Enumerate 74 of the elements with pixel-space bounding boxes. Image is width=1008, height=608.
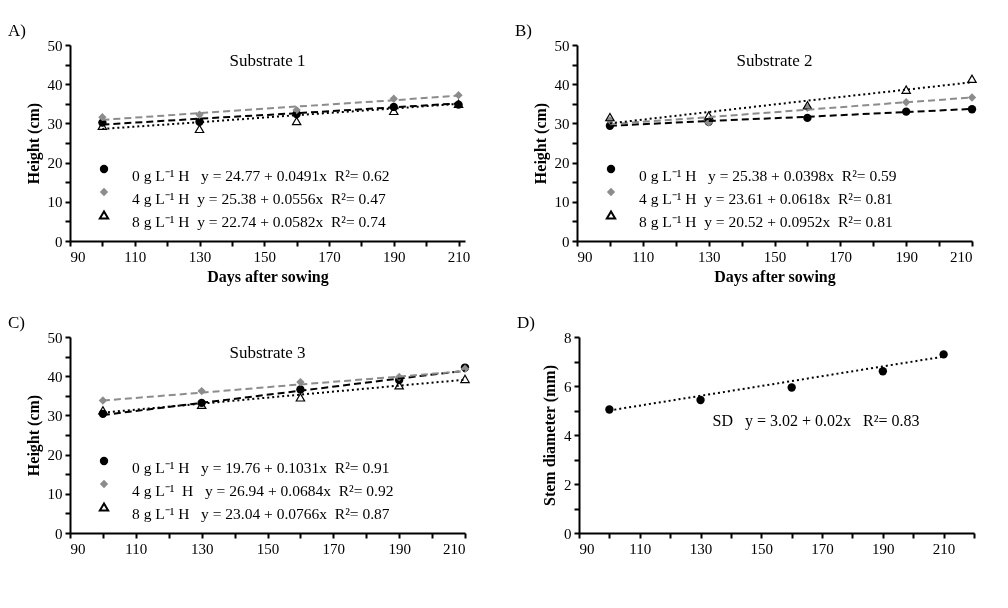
x-tick-label: 90 — [577, 248, 593, 265]
y-axis-title: Height (cm) — [24, 102, 43, 185]
x-tick-label: 110 — [125, 540, 148, 557]
x-tick-label: 170 — [322, 540, 346, 557]
y-tick-label: 20 — [554, 155, 570, 172]
x-tick-label: 170 — [318, 248, 341, 265]
y-tick-label: 6 — [564, 378, 572, 395]
x-tick-label: 130 — [689, 540, 713, 557]
x-tick-label: 170 — [829, 248, 853, 265]
legend-label: 4 g L⁻¹ H y = 23.61 + 0.0618x R²= 0.81 — [639, 190, 893, 207]
x-tick-label: 210 — [443, 540, 466, 557]
y-tick-label: 0 — [55, 233, 63, 250]
x-tick-label: 150 — [750, 540, 774, 557]
y-axis-title: Height (cm) — [24, 394, 43, 477]
y-tick-label: 30 — [47, 407, 63, 424]
x-tick-label: 110 — [124, 248, 147, 265]
x-tick-label: 90 — [70, 540, 86, 557]
legend-label: 0 g L⁻¹ H y = 19.76 + 0.1031x R²= 0.91 — [132, 459, 390, 476]
x-tick-label: 130 — [190, 540, 214, 557]
chart-title: Substrate 3 — [229, 343, 306, 362]
x-tick-label: 210 — [447, 248, 471, 265]
y-tick-label: 50 — [47, 37, 63, 54]
y-tick-label: 50 — [554, 37, 570, 54]
y-tick-label: 2 — [564, 476, 572, 493]
text: A) — [8, 21, 26, 40]
x-tick-label: 210 — [932, 540, 956, 557]
text: B) — [515, 21, 532, 40]
annotation: SD y = 3.02 + 0.02x R²= 0.83 — [712, 412, 920, 431]
y-tick-label: 40 — [554, 76, 570, 93]
x-axis-title: Days after sowing — [714, 267, 836, 286]
legend-label: 4 g L⁻¹ H y = 25.38 + 0.0556x R²= 0.47 — [132, 190, 386, 207]
x-axis-title: Days after sowing — [207, 267, 329, 286]
x-tick-label: 170 — [811, 540, 834, 557]
legend-label: 8 g L⁻¹ H y = 23.04 + 0.0766x R²= 0.87 — [132, 505, 390, 522]
y-tick-label: 0 — [55, 525, 63, 542]
y-tick-label: 0 — [562, 233, 570, 250]
x-tick-label: 190 — [895, 248, 918, 265]
y-tick-label: 40 — [47, 76, 63, 93]
text: D) — [517, 313, 535, 332]
x-tick-label: 90 — [70, 248, 86, 265]
y-tick-label: 30 — [554, 115, 570, 132]
x-tick-label: 150 — [763, 248, 787, 265]
y-tick-label: 8 — [564, 329, 572, 346]
legend-label: 8 g L⁻¹ H y = 22.74 + 0.0582x R²= 0.74 — [132, 213, 386, 230]
y-tick-label: 20 — [47, 155, 63, 172]
y-axis-title: Stem diameter (mm) — [541, 365, 559, 506]
y-tick-label: 0 — [564, 525, 572, 542]
x-tick-label: 190 — [872, 540, 895, 557]
x-tick-label: 110 — [629, 540, 652, 557]
chart-title: Substrate 2 — [736, 51, 813, 70]
legend-label: 8 g L⁻¹ H y = 20.52 + 0.0952x R²= 0.81 — [639, 213, 893, 230]
y-tick-label: 10 — [554, 194, 570, 211]
y-tick-label: 20 — [47, 447, 63, 464]
y-tick-label: 50 — [47, 329, 63, 346]
x-tick-label: 190 — [383, 248, 406, 265]
x-tick-label: 130 — [697, 248, 721, 265]
y-tick-label: 4 — [564, 427, 572, 444]
x-tick-label: 190 — [388, 540, 411, 557]
x-tick-label: 110 — [632, 248, 655, 265]
x-tick-label: 130 — [188, 248, 212, 265]
x-tick-label: 210 — [950, 248, 973, 265]
x-tick-label: 150 — [253, 248, 277, 265]
y-tick-label: 10 — [47, 486, 63, 503]
legend-label: 4 g L⁻¹ H y = 26.94 + 0.0684x R²= 0.92 — [132, 482, 394, 499]
y-tick-label: 40 — [47, 368, 63, 385]
y-axis-title: Height (cm) — [531, 102, 550, 185]
y-tick-label: 10 — [47, 194, 63, 211]
x-tick-label: 90 — [579, 540, 595, 557]
text: C) — [8, 313, 25, 332]
x-tick-label: 150 — [256, 540, 280, 557]
y-tick-label: 30 — [47, 115, 63, 132]
chart-title: Substrate 1 — [229, 51, 306, 70]
legend-label: 0 g L⁻¹ H y = 25.38 + 0.0398x R²= 0.59 — [639, 167, 897, 184]
legend-label: 0 g L⁻¹ H y = 24.77 + 0.0491x R²= 0.62 — [132, 167, 390, 184]
